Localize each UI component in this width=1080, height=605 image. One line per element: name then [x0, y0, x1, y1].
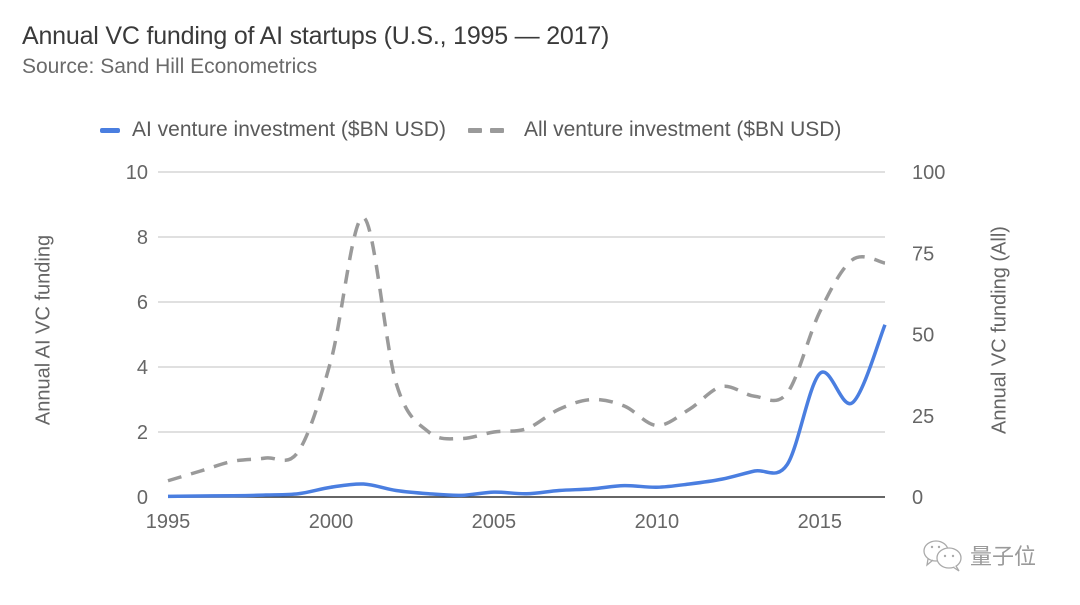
- chart-subtitle: Source: Sand Hill Econometrics: [22, 55, 318, 78]
- svg-text:25: 25: [912, 406, 934, 428]
- wechat-icon: [923, 540, 962, 572]
- svg-text:75: 75: [912, 243, 934, 265]
- svg-text:50: 50: [912, 325, 934, 347]
- solid-line-swatch-icon: [100, 127, 120, 133]
- legend-item-all[interactable]: All venture investment ($BN USD): [467, 118, 842, 142]
- watermark-text: 量子位: [970, 544, 1037, 569]
- svg-text:0: 0: [912, 487, 923, 509]
- gridlines: [158, 171, 885, 433]
- svg-text:2: 2: [137, 422, 148, 444]
- left-axis-ticks: 0 2 4 6 8 10: [126, 162, 148, 509]
- svg-text:2010: 2010: [635, 511, 680, 533]
- legend-item-ai[interactable]: AI venture investment ($BN USD): [100, 118, 446, 142]
- svg-text:10: 10: [126, 162, 148, 184]
- svg-text:0: 0: [137, 487, 148, 509]
- x-axis-ticks: 1995 2000 2005 2010 2015: [146, 511, 842, 533]
- svg-text:1995: 1995: [146, 511, 191, 533]
- svg-text:2015: 2015: [798, 511, 843, 533]
- ai-venture-series-line: [167, 324, 887, 499]
- svg-text:2005: 2005: [472, 511, 517, 533]
- svg-text:100: 100: [912, 162, 945, 184]
- watermark: 量子位: [922, 538, 1036, 572]
- right-axis-ticks: 0 25 50 75 100: [912, 162, 945, 509]
- legend-label-all: All venture investment ($BN USD): [523, 118, 842, 141]
- svg-text:8: 8: [137, 227, 148, 249]
- dashed-line-swatch-icon: [467, 127, 512, 133]
- legend: AI venture investment ($BN USD) All vent…: [100, 116, 863, 144]
- legend-label-ai: AI venture investment ($BN USD): [132, 118, 446, 141]
- chart-title: Annual VC funding of AI startups (U.S., …: [22, 22, 610, 50]
- svg-text:2000: 2000: [309, 511, 354, 533]
- svg-text:4: 4: [137, 357, 148, 379]
- svg-text:6: 6: [137, 292, 148, 314]
- all-venture-series-line: [167, 215, 886, 483]
